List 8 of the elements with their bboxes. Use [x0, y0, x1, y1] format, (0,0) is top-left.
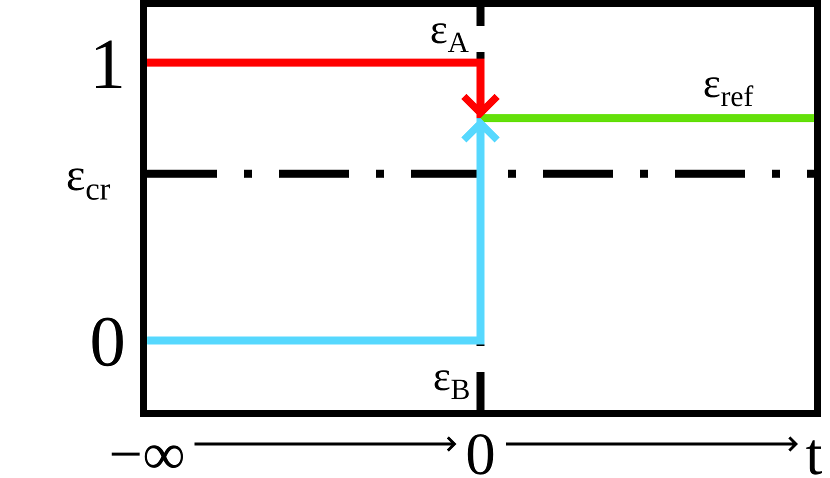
- series-label: ε$_{A}$: [430, 7, 470, 59]
- ref-line-label: ε$_{cr}$: [66, 149, 111, 207]
- series-label: ε$_{B}$: [433, 354, 470, 406]
- y-tick-label: 1: [90, 24, 126, 104]
- x-tick-label: t: [806, 421, 823, 478]
- x-tick-label: 0: [466, 421, 496, 478]
- x-tick-label: −∞: [108, 421, 186, 478]
- series-label: ε$_{ref}$: [703, 61, 754, 113]
